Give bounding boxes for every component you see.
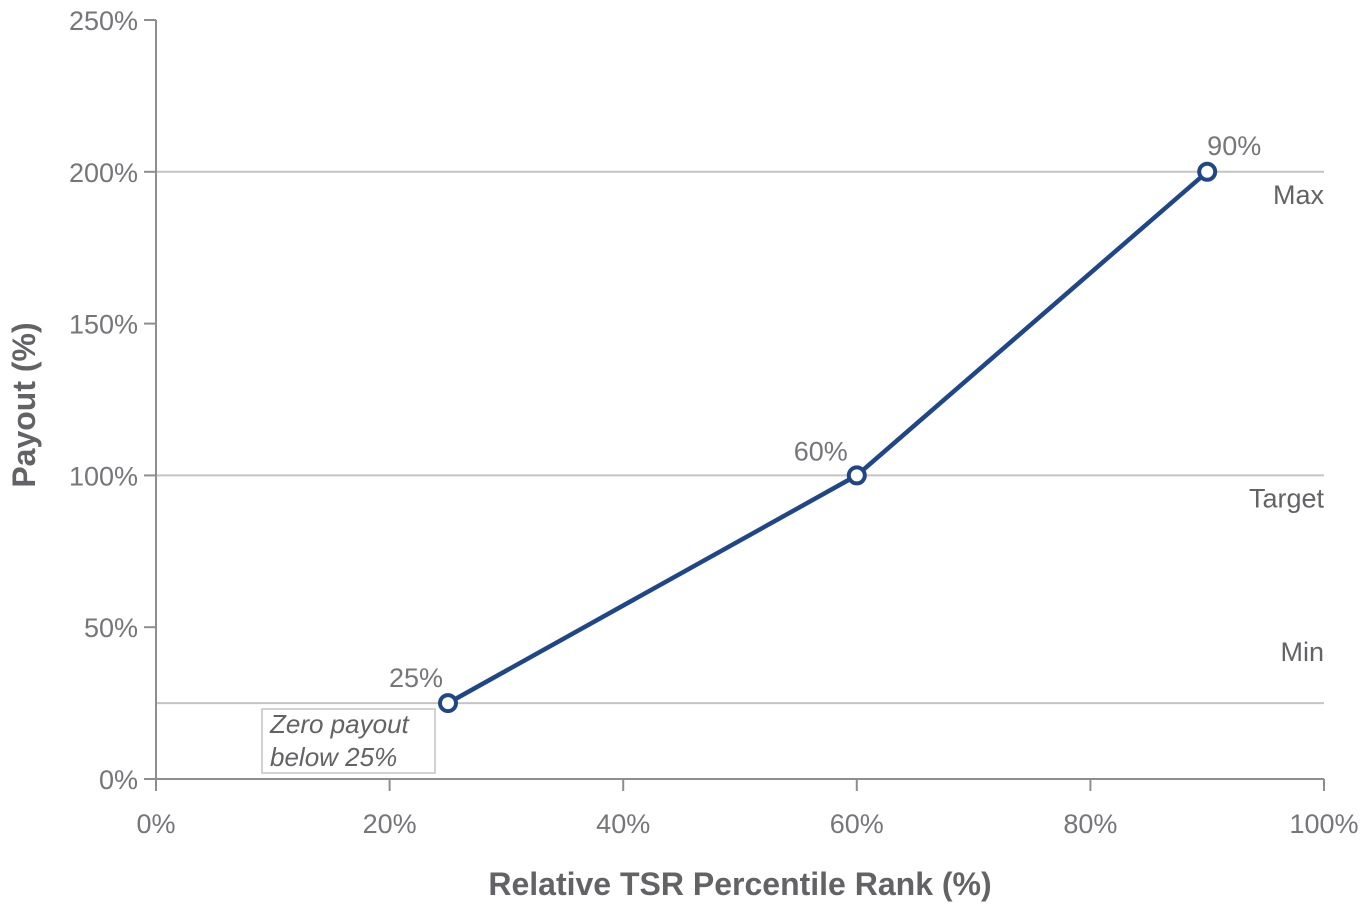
data-point-marker [846, 465, 867, 486]
y-axis-ticks: 0% 50% 100% 150% 200% 250% [69, 6, 156, 795]
data-point-label: 90% [1207, 131, 1261, 161]
reference-label-target: Target [1249, 483, 1325, 513]
annotation-box [261, 708, 436, 774]
data-point-label: 25% [389, 663, 443, 693]
x-tick-label: 60% [830, 809, 884, 839]
y-tick-label: 100% [69, 461, 138, 491]
y-tick-label: 250% [69, 6, 138, 36]
y-tick-label: 0% [99, 765, 138, 795]
reference-label-min: Min [1280, 637, 1324, 667]
x-axis-title: Relative TSR Percentile Rank (%) [488, 866, 991, 902]
y-tick-label: 200% [69, 158, 138, 188]
data-point-label: 60% [794, 436, 848, 466]
x-tick-label: 20% [363, 809, 417, 839]
reference-label-max: Max [1273, 180, 1325, 210]
y-axis-title: Payout (%) [6, 322, 42, 487]
annotation-text-line: Zero payout [269, 709, 411, 739]
axes [155, 20, 1324, 780]
payout-series: 25% 60% 90% [389, 131, 1261, 714]
reference-lines: Max Target Min [156, 170, 1325, 705]
x-tick-label: 100% [1289, 809, 1358, 839]
x-axis-ticks: 0% 20% 40% 60% 80% 100% [136, 779, 1359, 839]
y-tick-label: 150% [69, 310, 138, 340]
data-point-marker [1197, 161, 1218, 182]
x-tick-label: 80% [1063, 809, 1117, 839]
x-tick-label: 0% [136, 809, 175, 839]
data-point-marker [438, 693, 458, 714]
y-tick-label: 50% [84, 613, 138, 643]
annotation-text-line: below 25% [270, 742, 397, 772]
x-tick-label: 40% [596, 809, 650, 839]
